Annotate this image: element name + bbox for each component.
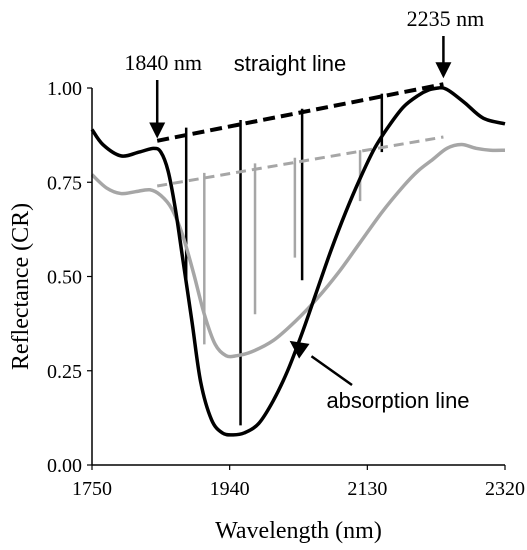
continuum-lines-group (156, 82, 444, 188)
annotation-straight-line-label: straight line (234, 51, 347, 76)
continuum-line-black (156, 82, 444, 143)
spectrum-line-gray (90, 142, 506, 359)
x-tick-label: 1750 (72, 478, 112, 500)
x-axis-label: Wavelength (nm) (215, 518, 382, 544)
annotation-1840-label: 1840 nm (124, 50, 202, 75)
x-tick-label: 2130 (347, 478, 387, 500)
annotation-absorption-label: absorption line (326, 388, 469, 413)
annotations-group: 1840 nm 2235 nm straight line absorption li… (124, 6, 484, 413)
annotation-1840-arrowhead (149, 122, 166, 139)
annotation-2235-arrowhead (435, 62, 452, 79)
tick-labels-group: 0.00 0.25 0.50 0.75 1.00 1750 1940 2130 2320 (47, 78, 525, 500)
y-tick-label: 0.00 (47, 455, 82, 477)
x-tick-label: 1940 (210, 478, 250, 500)
annotation-absorption-arrowhead (289, 340, 310, 359)
spectrum-series-group (90, 85, 506, 437)
spectrum-line-black (90, 85, 506, 437)
annotation-2235-label: 2235 nm (407, 6, 485, 31)
y-tick-label: 0.25 (47, 361, 82, 383)
y-tick-label: 0.75 (47, 172, 82, 194)
continuum-line-gray (156, 135, 444, 188)
y-tick-label: 1.00 (47, 78, 82, 100)
y-axis-label: Reflectance (CR) (8, 203, 34, 370)
annotation-absorption-arrow (310, 355, 353, 387)
y-tick-label: 0.50 (47, 267, 82, 289)
x-tick-label: 2320 (485, 478, 525, 500)
